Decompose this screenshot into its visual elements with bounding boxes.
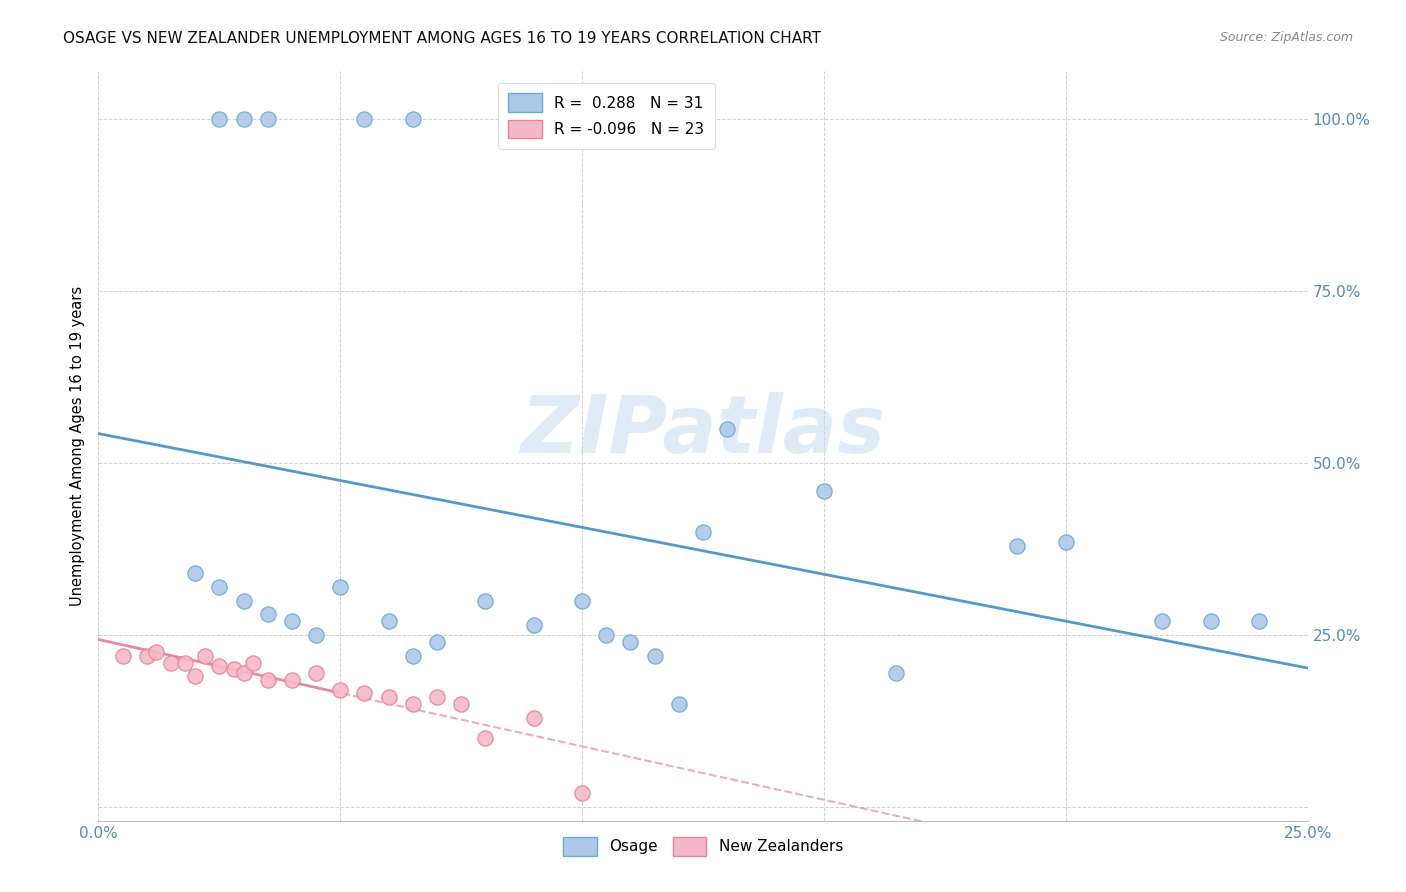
Point bbox=[377, 690, 399, 704]
Point bbox=[232, 112, 254, 127]
Point bbox=[208, 580, 231, 594]
Point bbox=[281, 615, 304, 629]
Point bbox=[450, 697, 472, 711]
Point bbox=[886, 665, 908, 680]
Point bbox=[523, 710, 546, 724]
Point bbox=[305, 665, 328, 680]
Point bbox=[474, 593, 496, 607]
Point bbox=[232, 593, 254, 607]
Point bbox=[242, 656, 264, 670]
Point bbox=[1249, 615, 1271, 629]
Point bbox=[184, 669, 207, 683]
Point bbox=[571, 593, 593, 607]
Text: ZIPatlas: ZIPatlas bbox=[520, 392, 886, 470]
Point bbox=[716, 422, 738, 436]
Point bbox=[184, 566, 207, 581]
Text: OSAGE VS NEW ZEALANDER UNEMPLOYMENT AMONG AGES 16 TO 19 YEARS CORRELATION CHART: OSAGE VS NEW ZEALANDER UNEMPLOYMENT AMON… bbox=[63, 31, 821, 46]
Point bbox=[111, 648, 134, 663]
Point bbox=[402, 697, 425, 711]
Point bbox=[232, 665, 254, 680]
Point bbox=[813, 483, 835, 498]
Point bbox=[329, 683, 352, 698]
Point bbox=[135, 648, 157, 663]
Point bbox=[1007, 539, 1029, 553]
Point bbox=[474, 731, 496, 746]
Point bbox=[222, 662, 245, 676]
Point bbox=[256, 112, 278, 127]
Point bbox=[256, 673, 278, 687]
Point bbox=[281, 673, 304, 687]
Point bbox=[1199, 615, 1222, 629]
Text: Source: ZipAtlas.com: Source: ZipAtlas.com bbox=[1219, 31, 1353, 45]
Point bbox=[426, 690, 449, 704]
Point bbox=[208, 112, 231, 127]
Point bbox=[305, 628, 328, 642]
Point bbox=[377, 615, 399, 629]
Point bbox=[571, 786, 593, 800]
Point bbox=[160, 656, 183, 670]
Point bbox=[402, 648, 425, 663]
Y-axis label: Unemployment Among Ages 16 to 19 years: Unemployment Among Ages 16 to 19 years bbox=[70, 286, 86, 606]
Point bbox=[402, 112, 425, 127]
Point bbox=[523, 617, 546, 632]
Point bbox=[1152, 615, 1174, 629]
Point bbox=[692, 524, 714, 539]
Point bbox=[595, 628, 617, 642]
Point bbox=[426, 635, 449, 649]
Point bbox=[1054, 535, 1077, 549]
Legend: Osage, New Zealanders: Osage, New Zealanders bbox=[557, 830, 849, 862]
Point bbox=[329, 580, 352, 594]
Point bbox=[353, 686, 375, 700]
Point bbox=[644, 648, 666, 663]
Point bbox=[668, 697, 690, 711]
Point bbox=[194, 648, 217, 663]
Point bbox=[208, 659, 231, 673]
Point bbox=[145, 645, 167, 659]
Point bbox=[174, 656, 197, 670]
Point bbox=[256, 607, 278, 622]
Point bbox=[353, 112, 375, 127]
Point bbox=[619, 635, 641, 649]
